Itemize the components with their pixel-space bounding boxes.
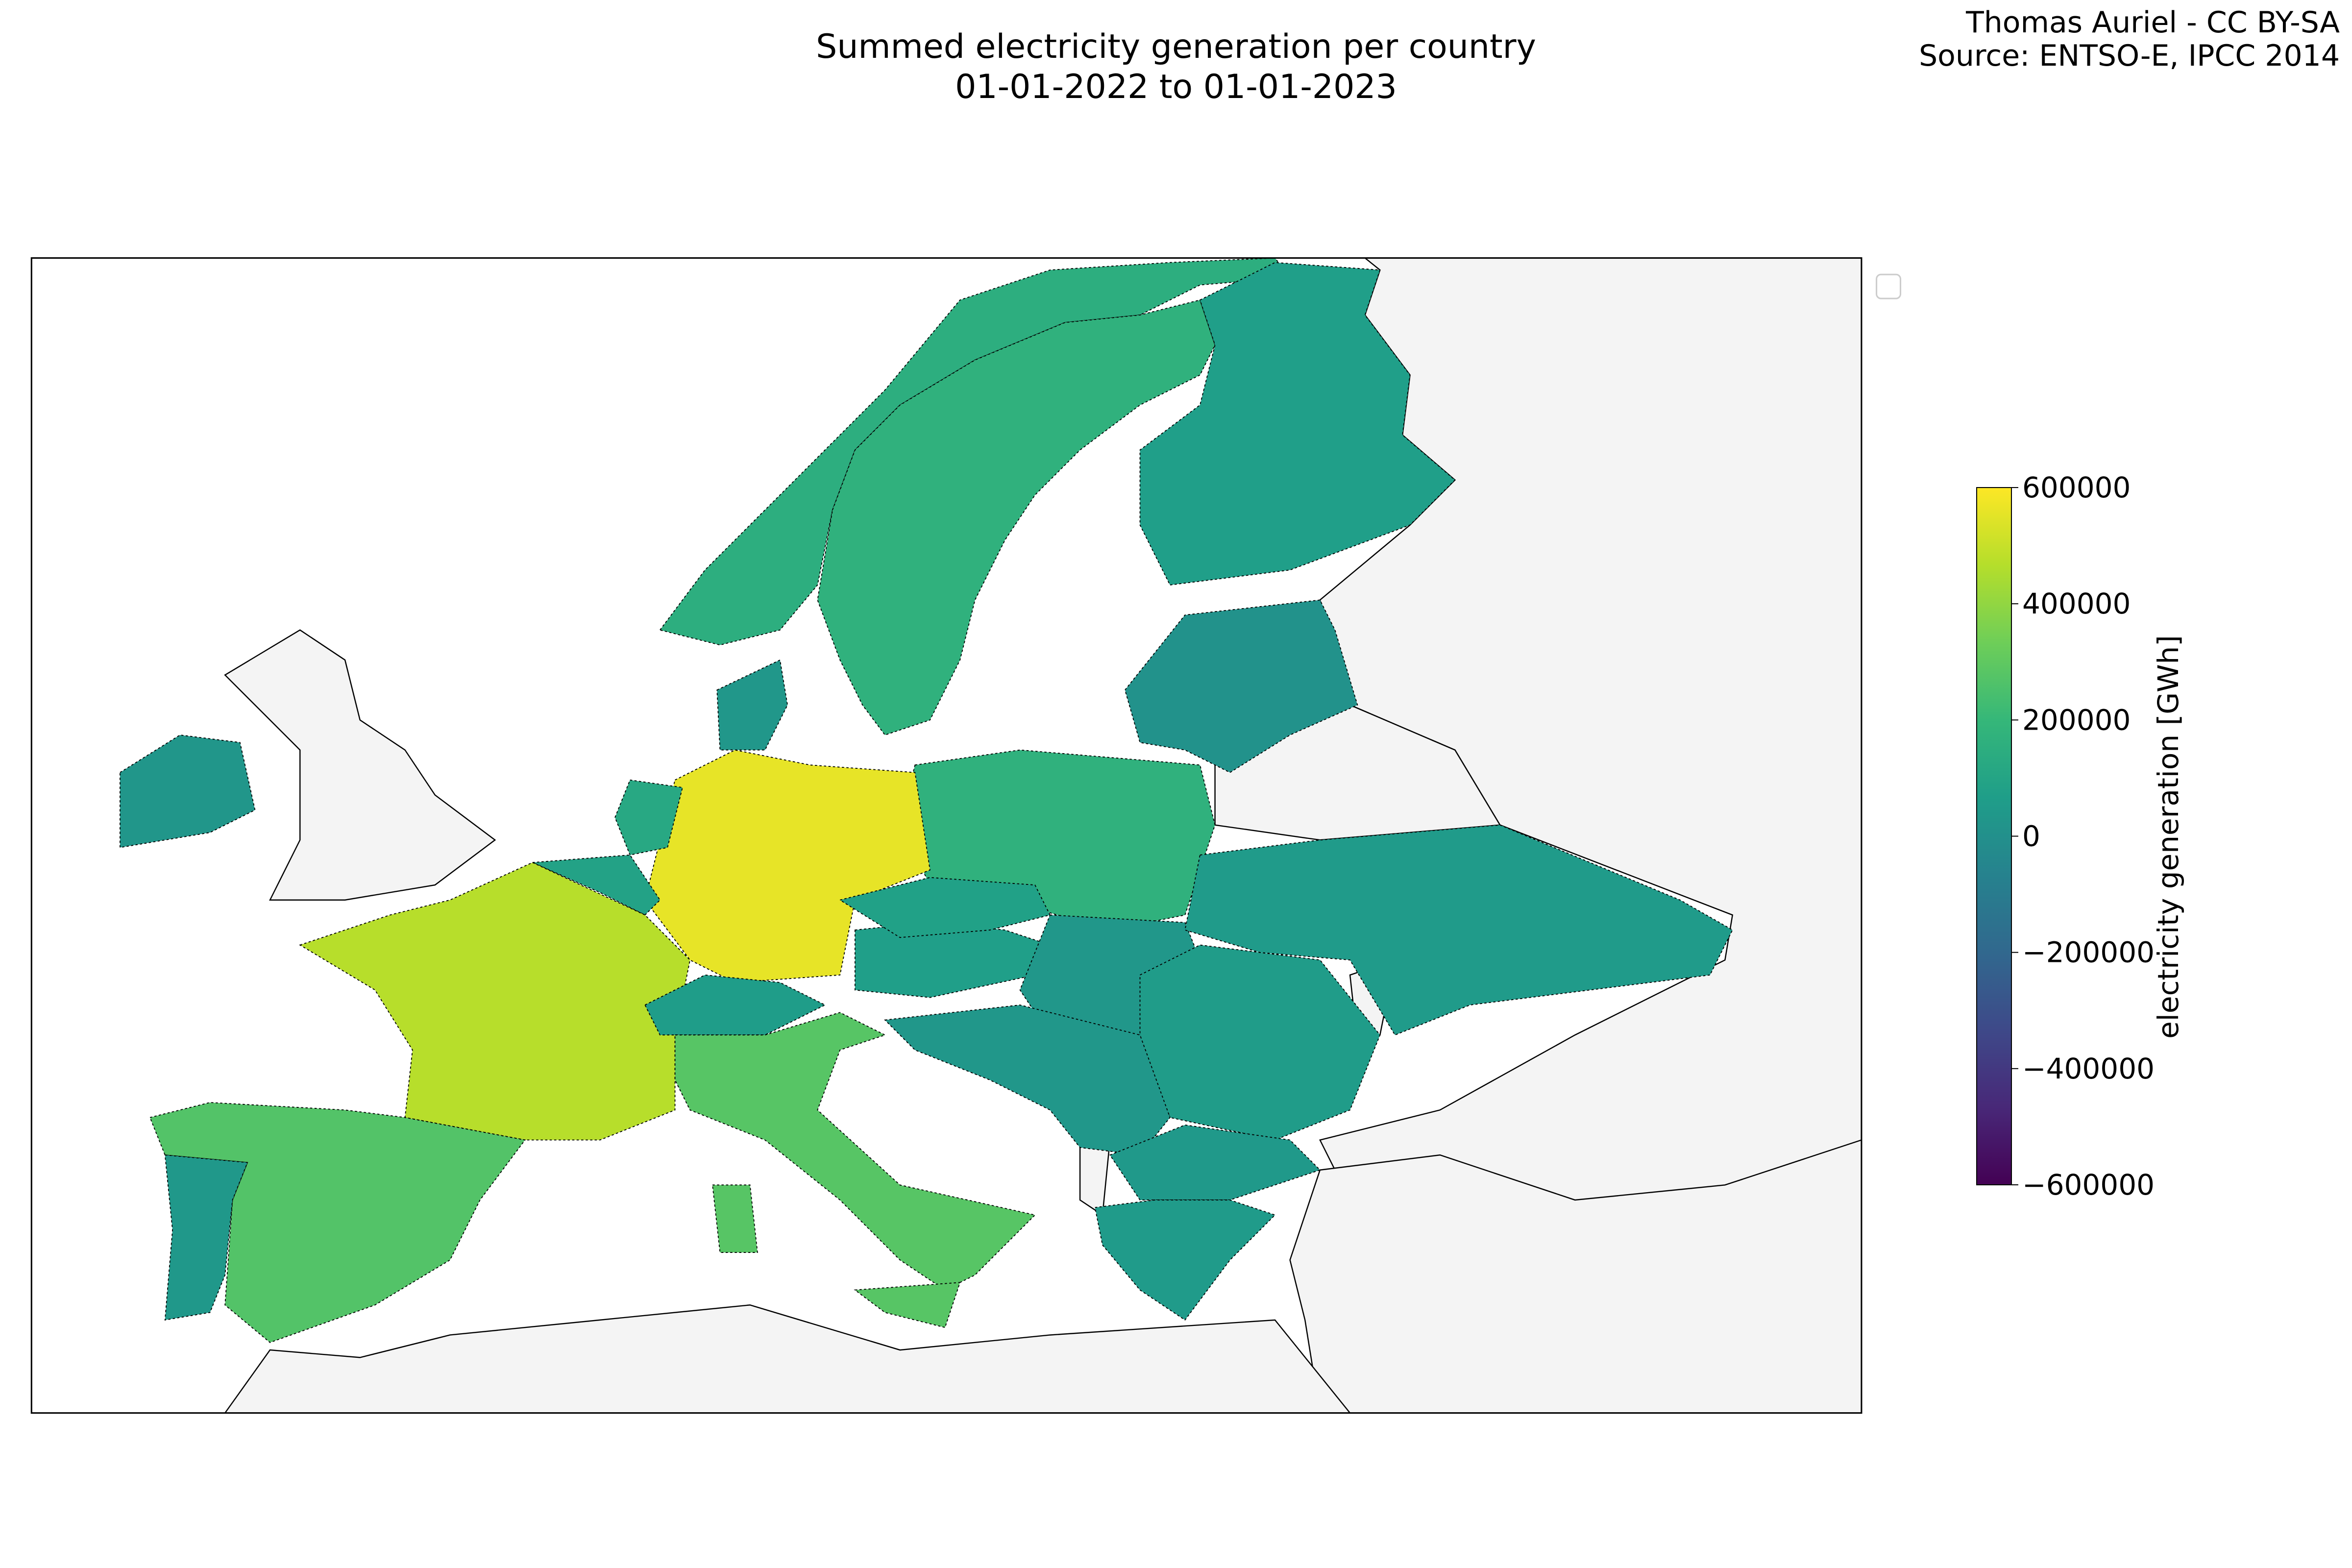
colorbar-label: electricity generation [GWh] [2152, 635, 2185, 1039]
background-land [224, 258, 1862, 1413]
region [119, 735, 256, 848]
map [30, 257, 1902, 1414]
region [164, 1154, 248, 1321]
empty-legend [1876, 273, 1902, 299]
region [817, 299, 1216, 736]
regions [119, 258, 1733, 1343]
colorbar-tick-label: −400000 [2022, 1052, 2155, 1085]
map-frame [30, 257, 1862, 1414]
colorbar-ticks: −600000 −400000 −200000 0 200000 400000 600000 [2011, 471, 2155, 1201]
region [716, 659, 788, 751]
colorbar-tick-label: −600000 [2022, 1168, 2155, 1201]
colorbar-tick-label: 600000 [2022, 471, 2131, 504]
region [1109, 1124, 1321, 1200]
colorbar [1976, 487, 2012, 1185]
subtitle: 01-01-2022 to 01-01-2023 [955, 68, 1397, 106]
region [149, 1102, 526, 1343]
region [1139, 262, 1456, 586]
colorbar-tick-label: −200000 [2022, 936, 2155, 969]
region [712, 1184, 758, 1253]
region [644, 974, 826, 1036]
region [1184, 824, 1733, 1036]
region [1094, 1200, 1276, 1321]
title: Summed electricity generation per countr… [816, 27, 1536, 66]
region [854, 1282, 961, 1328]
colorbar-tick-label: 200000 [2022, 703, 2131, 736]
region [1139, 944, 1381, 1141]
great-britain [224, 629, 496, 901]
region [614, 779, 683, 856]
source: Source: ENTSO-E, IPCC 2014 [1919, 39, 2340, 73]
region [1124, 599, 1358, 773]
region [854, 922, 1051, 998]
turkey [1289, 1139, 1862, 1413]
colorbar-tick-label: 0 [2022, 820, 2040, 853]
region [644, 749, 931, 983]
colorbar-tick-label: 400000 [2022, 587, 2131, 620]
region [532, 854, 661, 916]
credit: Thomas Auriel - CC BY-SA [1965, 5, 2340, 40]
region [659, 258, 1291, 646]
region [674, 1012, 1036, 1291]
region [884, 1004, 1171, 1156]
north-africa [224, 1304, 1351, 1413]
